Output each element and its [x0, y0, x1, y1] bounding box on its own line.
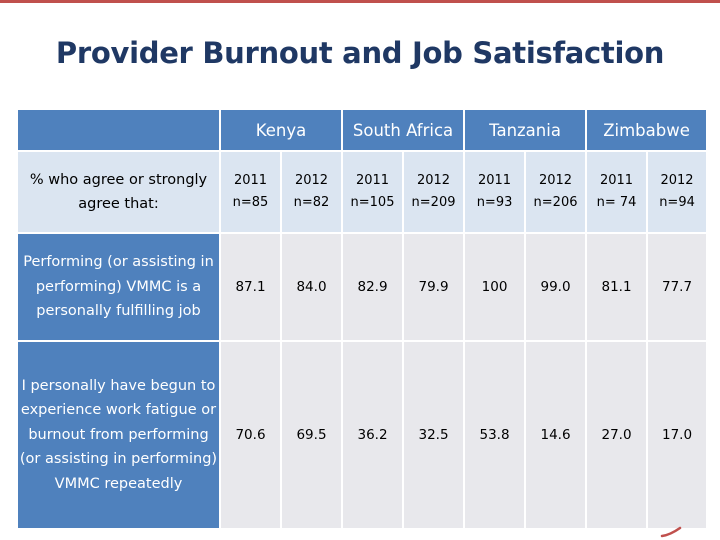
- header-corner-cell: [16, 108, 221, 152]
- value-cell: 100: [463, 232, 527, 342]
- value-cell: 99.0: [524, 232, 588, 342]
- year-cell: 2012 n=209: [402, 150, 466, 234]
- value-cell: 32.5: [402, 340, 466, 530]
- value-cell: 77.7: [646, 232, 709, 342]
- value-cell: 14.6: [524, 340, 588, 530]
- year-cell: 2011 n= 74: [585, 150, 649, 234]
- country-header-tanzania: Tanzania: [463, 108, 588, 152]
- value-cell: 27.0: [585, 340, 649, 530]
- value-cell: 82.9: [341, 232, 405, 342]
- value-cell: 84.0: [279, 232, 344, 342]
- country-header-zimbabwe: Zimbabwe: [585, 108, 709, 152]
- table-row: I personally have begun to experience wo…: [16, 340, 709, 530]
- year-cell: 2011 n=105: [341, 150, 405, 234]
- year-cell: 2012 n=82: [279, 150, 344, 234]
- value-cell: 81.1: [585, 232, 649, 342]
- row-label-burnout: I personally have begun to experience wo…: [16, 340, 221, 530]
- value-cell: 17.0: [646, 340, 709, 530]
- burnout-table: Kenya South Africa Tanzania Zimbabwe % w…: [16, 108, 709, 530]
- value-cell: 36.2: [341, 340, 405, 530]
- year-cell: 2011 n=93: [463, 150, 527, 234]
- row-label-fulfilling: Performing (or assisting in performing) …: [16, 232, 221, 342]
- table-row: Performing (or assisting in performing) …: [16, 232, 709, 342]
- value-cell: 53.8: [463, 340, 527, 530]
- year-header-row: % who agree or strongly agree that: 2011…: [16, 150, 709, 234]
- top-accent-rule: [0, 0, 720, 3]
- value-cell: 70.6: [219, 340, 282, 530]
- value-cell: 69.5: [279, 340, 344, 530]
- year-cell: 2012 n=94: [646, 150, 709, 234]
- country-header-south-africa: South Africa: [341, 108, 466, 152]
- page-title: Provider Burnout and Job Satisfaction: [55, 36, 665, 70]
- value-cell: 79.9: [402, 232, 466, 342]
- country-header-kenya: Kenya: [218, 108, 344, 152]
- value-cell: 87.1: [219, 232, 282, 342]
- subheader-label: % who agree or strongly agree that:: [16, 150, 221, 234]
- country-header-row: Kenya South Africa Tanzania Zimbabwe: [16, 108, 709, 152]
- year-cell: 2011 n=85: [219, 150, 282, 234]
- year-cell: 2012 n=206: [524, 150, 588, 234]
- logo-mark-icon: [660, 526, 682, 538]
